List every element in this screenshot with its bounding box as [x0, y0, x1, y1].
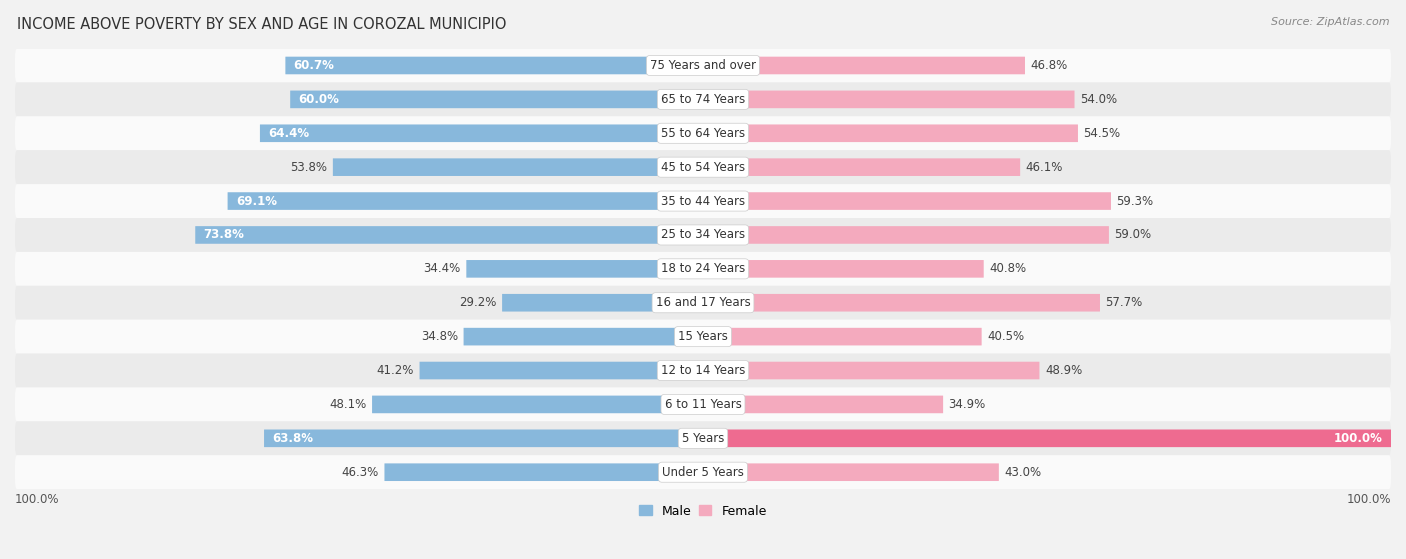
FancyBboxPatch shape: [15, 320, 1391, 354]
FancyBboxPatch shape: [15, 49, 1391, 82]
FancyBboxPatch shape: [703, 463, 998, 481]
FancyBboxPatch shape: [703, 260, 984, 278]
Legend: Male, Female: Male, Female: [634, 500, 772, 523]
FancyBboxPatch shape: [703, 294, 1099, 311]
FancyBboxPatch shape: [703, 226, 1109, 244]
FancyBboxPatch shape: [285, 56, 703, 74]
FancyBboxPatch shape: [15, 455, 1391, 489]
Text: 100.0%: 100.0%: [1334, 432, 1382, 445]
FancyBboxPatch shape: [703, 56, 1025, 74]
Text: 100.0%: 100.0%: [15, 492, 59, 505]
Text: 6 to 11 Years: 6 to 11 Years: [665, 398, 741, 411]
FancyBboxPatch shape: [384, 463, 703, 481]
Text: 40.5%: 40.5%: [987, 330, 1024, 343]
Text: 34.4%: 34.4%: [423, 262, 461, 276]
Text: 46.3%: 46.3%: [342, 466, 380, 479]
Text: Source: ZipAtlas.com: Source: ZipAtlas.com: [1271, 17, 1389, 27]
Text: 16 and 17 Years: 16 and 17 Years: [655, 296, 751, 309]
Text: 45 to 54 Years: 45 to 54 Years: [661, 160, 745, 174]
Text: INCOME ABOVE POVERTY BY SEX AND AGE IN COROZAL MUNICIPIO: INCOME ABOVE POVERTY BY SEX AND AGE IN C…: [17, 17, 506, 32]
Text: 48.9%: 48.9%: [1045, 364, 1083, 377]
Text: 29.2%: 29.2%: [460, 296, 496, 309]
Text: 64.4%: 64.4%: [269, 127, 309, 140]
Text: 57.7%: 57.7%: [1105, 296, 1143, 309]
FancyBboxPatch shape: [15, 286, 1391, 320]
FancyBboxPatch shape: [703, 429, 1391, 447]
FancyBboxPatch shape: [15, 354, 1391, 387]
Text: 40.8%: 40.8%: [990, 262, 1026, 276]
Text: 73.8%: 73.8%: [204, 229, 245, 241]
Text: 34.9%: 34.9%: [949, 398, 986, 411]
Text: 34.8%: 34.8%: [420, 330, 458, 343]
FancyBboxPatch shape: [703, 158, 1021, 176]
Text: 54.0%: 54.0%: [1080, 93, 1118, 106]
FancyBboxPatch shape: [15, 150, 1391, 184]
Text: 55 to 64 Years: 55 to 64 Years: [661, 127, 745, 140]
Text: 43.0%: 43.0%: [1004, 466, 1042, 479]
FancyBboxPatch shape: [373, 396, 703, 413]
FancyBboxPatch shape: [703, 125, 1078, 142]
Text: 59.0%: 59.0%: [1115, 229, 1152, 241]
FancyBboxPatch shape: [15, 387, 1391, 421]
FancyBboxPatch shape: [290, 91, 703, 108]
Text: 54.5%: 54.5%: [1084, 127, 1121, 140]
FancyBboxPatch shape: [703, 328, 981, 345]
FancyBboxPatch shape: [15, 218, 1391, 252]
FancyBboxPatch shape: [15, 82, 1391, 116]
Text: 12 to 14 Years: 12 to 14 Years: [661, 364, 745, 377]
FancyBboxPatch shape: [333, 158, 703, 176]
Text: 41.2%: 41.2%: [377, 364, 413, 377]
Text: 65 to 74 Years: 65 to 74 Years: [661, 93, 745, 106]
Text: 35 to 44 Years: 35 to 44 Years: [661, 195, 745, 207]
Text: 53.8%: 53.8%: [291, 160, 328, 174]
FancyBboxPatch shape: [502, 294, 703, 311]
FancyBboxPatch shape: [703, 396, 943, 413]
FancyBboxPatch shape: [15, 116, 1391, 150]
Text: 48.1%: 48.1%: [329, 398, 367, 411]
Text: 15 Years: 15 Years: [678, 330, 728, 343]
FancyBboxPatch shape: [15, 252, 1391, 286]
Text: 25 to 34 Years: 25 to 34 Years: [661, 229, 745, 241]
Text: 46.8%: 46.8%: [1031, 59, 1067, 72]
Text: 60.7%: 60.7%: [294, 59, 335, 72]
FancyBboxPatch shape: [195, 226, 703, 244]
Text: 63.8%: 63.8%: [273, 432, 314, 445]
FancyBboxPatch shape: [260, 125, 703, 142]
Text: Under 5 Years: Under 5 Years: [662, 466, 744, 479]
FancyBboxPatch shape: [703, 91, 1074, 108]
FancyBboxPatch shape: [15, 421, 1391, 455]
FancyBboxPatch shape: [264, 429, 703, 447]
Text: 59.3%: 59.3%: [1116, 195, 1153, 207]
FancyBboxPatch shape: [228, 192, 703, 210]
Text: 18 to 24 Years: 18 to 24 Years: [661, 262, 745, 276]
Text: 75 Years and over: 75 Years and over: [650, 59, 756, 72]
FancyBboxPatch shape: [419, 362, 703, 380]
Text: 69.1%: 69.1%: [236, 195, 277, 207]
FancyBboxPatch shape: [703, 362, 1039, 380]
FancyBboxPatch shape: [464, 328, 703, 345]
Text: 46.1%: 46.1%: [1025, 160, 1063, 174]
Text: 60.0%: 60.0%: [298, 93, 339, 106]
FancyBboxPatch shape: [467, 260, 703, 278]
FancyBboxPatch shape: [703, 192, 1111, 210]
FancyBboxPatch shape: [15, 184, 1391, 218]
Text: 5 Years: 5 Years: [682, 432, 724, 445]
Text: 100.0%: 100.0%: [1347, 492, 1391, 505]
